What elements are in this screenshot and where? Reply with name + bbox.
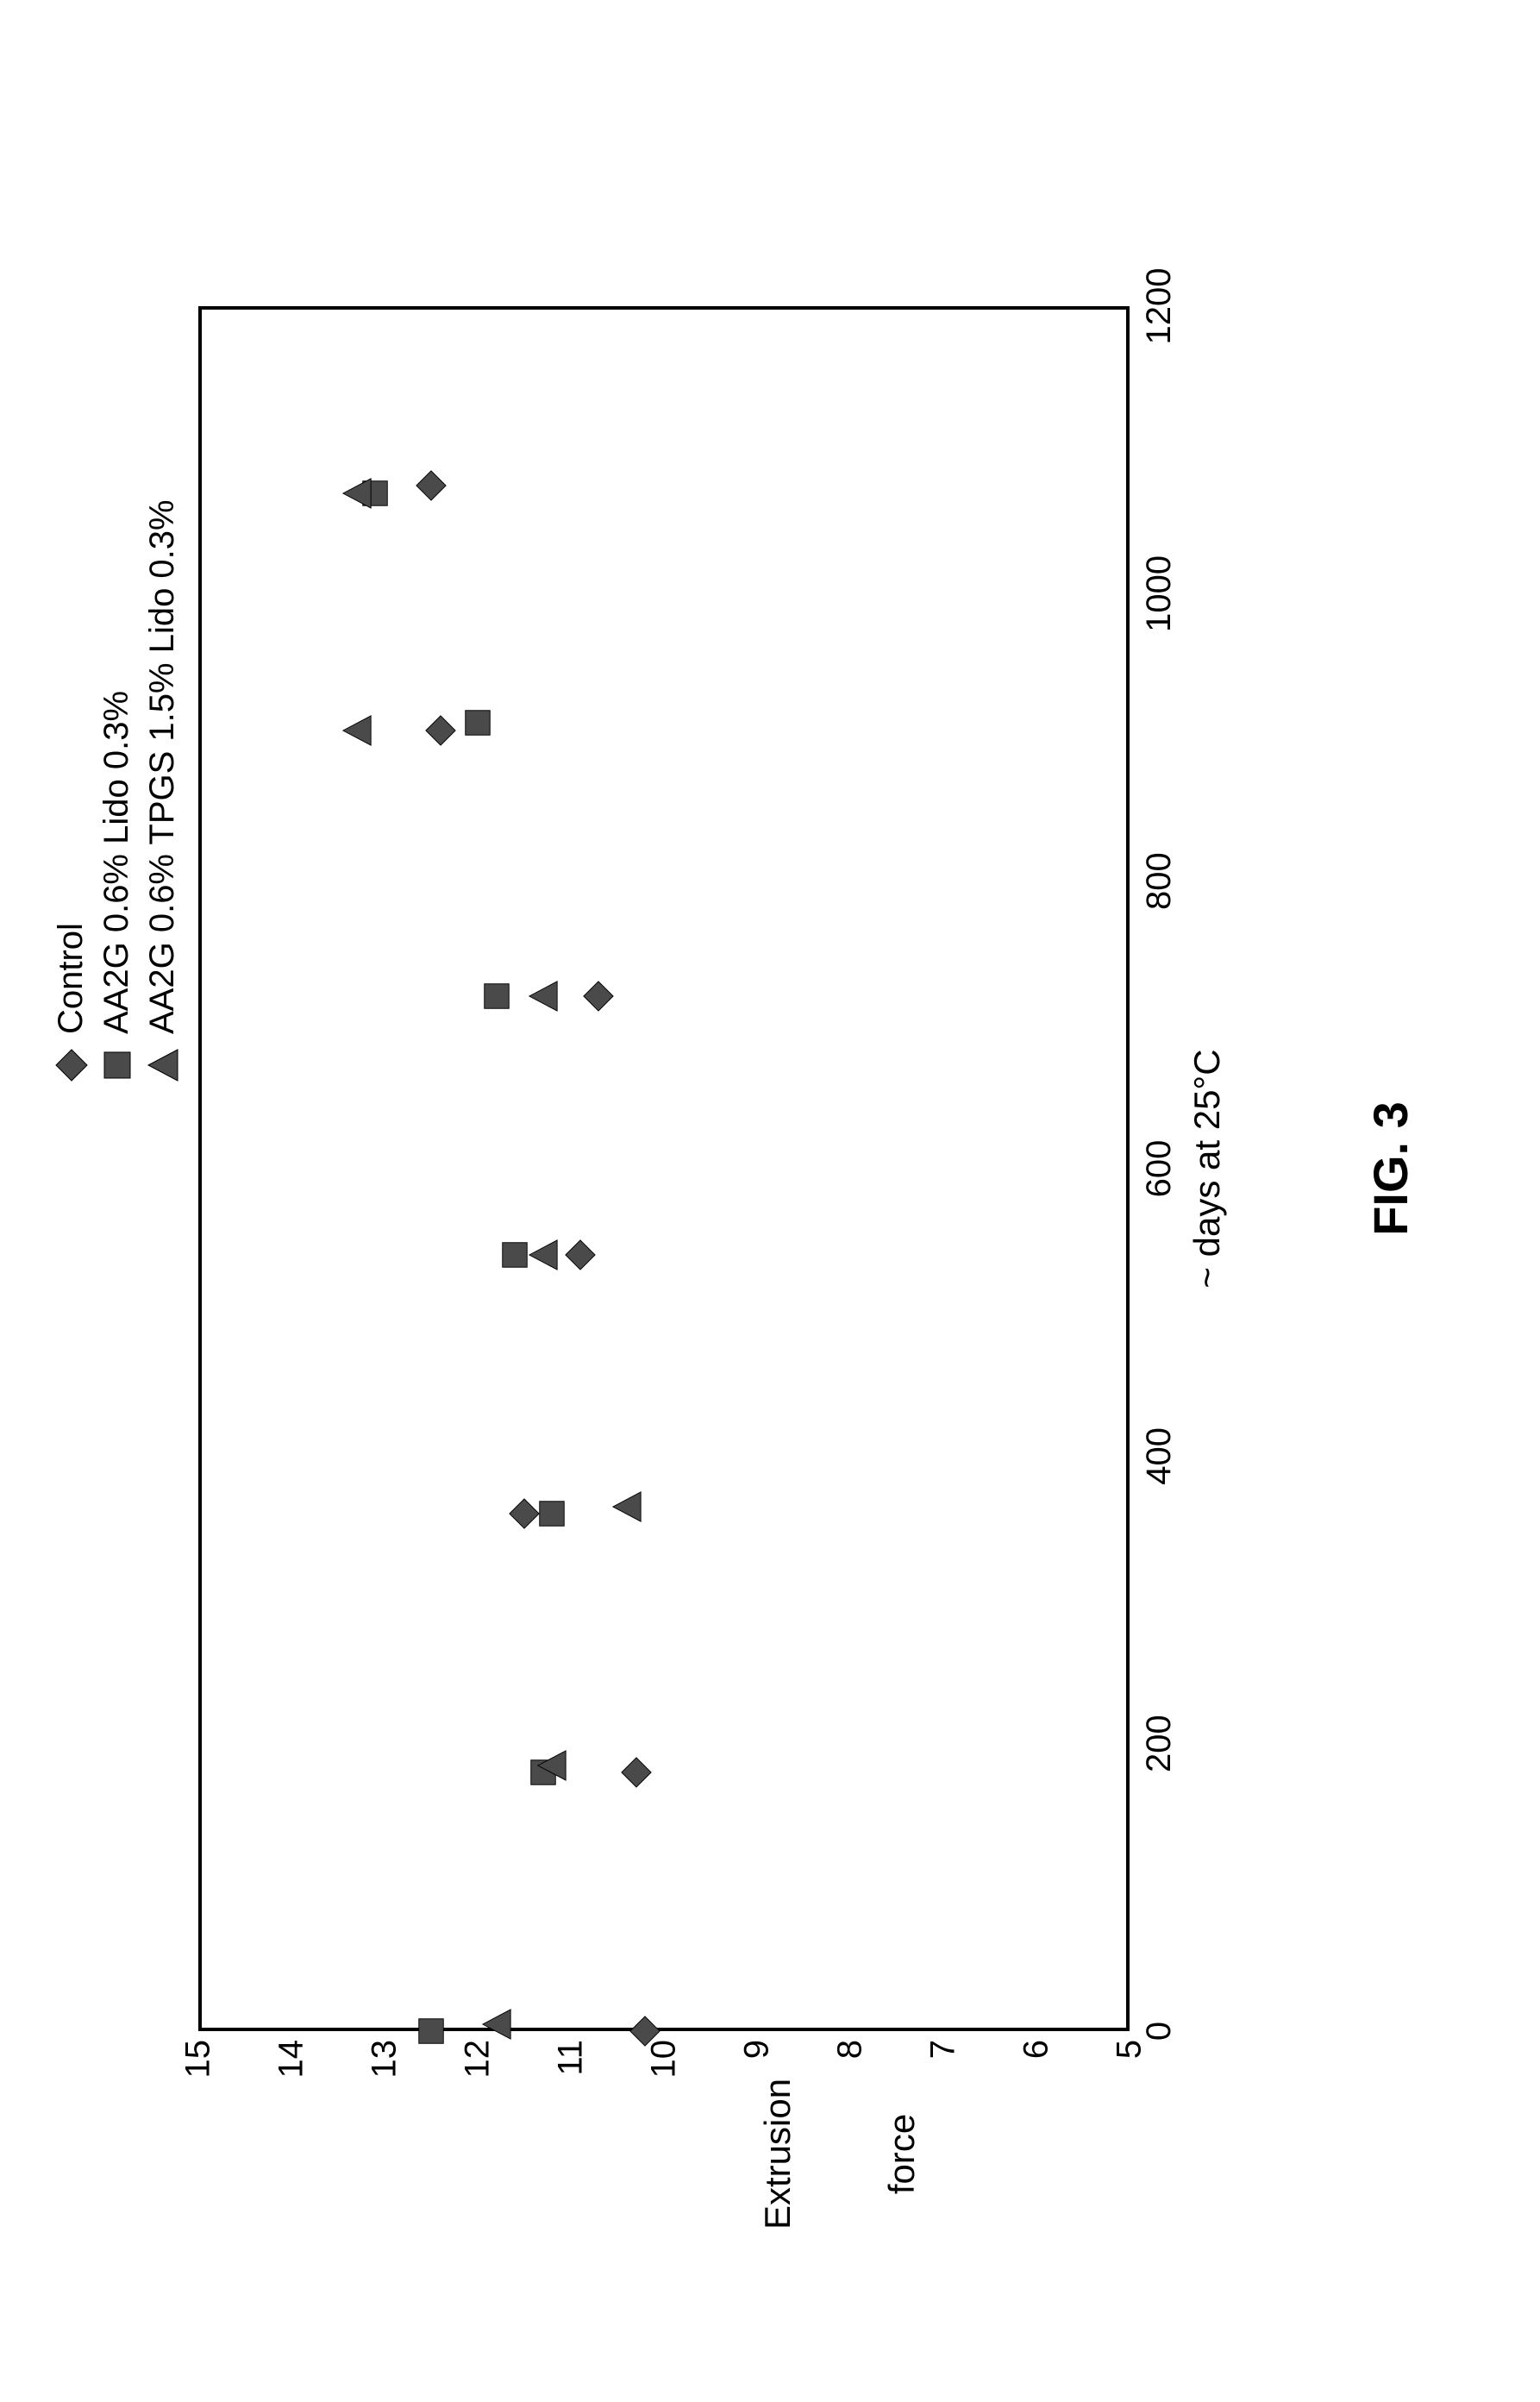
y-tick-label: 6 [1017, 2040, 1056, 2092]
y-tick-label: 10 [645, 2040, 684, 2092]
y-tick-label: 8 [831, 2040, 870, 2092]
plot-area [198, 306, 1130, 2031]
diamond-icon [54, 1048, 89, 1082]
y-tick-label: 13 [366, 2040, 404, 2092]
y-tick-label: 7 [924, 2040, 963, 2092]
extrusion-force-chart: ControlAA2G 0.6% Lido 0.3%AA2G 0.6% TPGS… [0, 0, 1540, 2402]
x-axis-label: ~ days at 25°C [1186, 1049, 1228, 1288]
y-tick-label: 12 [459, 2040, 498, 2092]
y-tick-label: 9 [738, 2040, 777, 2092]
y-tick-label: 11 [552, 2040, 591, 2092]
x-tick-label: 0 [1140, 2022, 1179, 2041]
legend-item: AA2G 0.6% Lido 0.3% [97, 499, 136, 1082]
square-icon [100, 1048, 135, 1082]
figure-caption: FIG. 3 [1362, 1101, 1418, 1236]
y-axis-label-line1: Extrusion [757, 2079, 798, 2230]
y-axis-label-line2: force [881, 2079, 923, 2230]
y-tick-label: 15 [179, 2040, 218, 2092]
x-tick-label: 800 [1140, 852, 1179, 910]
x-tick-label: 400 [1140, 1427, 1179, 1485]
x-tick-label: 1200 [1140, 268, 1179, 345]
legend-label: Control [52, 923, 91, 1034]
legend-item: AA2G 0.6% TPGS 1.5% Lido 0.3% [143, 499, 182, 1082]
legend-label: AA2G 0.6% Lido 0.3% [97, 691, 136, 1034]
x-tick-label: 1000 [1140, 555, 1179, 632]
triangle-icon [146, 1048, 180, 1082]
legend-label: AA2G 0.6% TPGS 1.5% Lido 0.3% [143, 499, 182, 1034]
y-axis-label: Extrusion force [674, 2079, 1005, 2230]
x-tick-label: 600 [1140, 1140, 1179, 1198]
x-tick-label: 200 [1140, 1715, 1179, 1772]
y-tick-label: 14 [272, 2040, 311, 2092]
legend: ControlAA2G 0.6% Lido 0.3%AA2G 0.6% TPGS… [52, 499, 189, 1082]
y-tick-label: 5 [1111, 2040, 1149, 2092]
legend-item: Control [52, 499, 91, 1082]
